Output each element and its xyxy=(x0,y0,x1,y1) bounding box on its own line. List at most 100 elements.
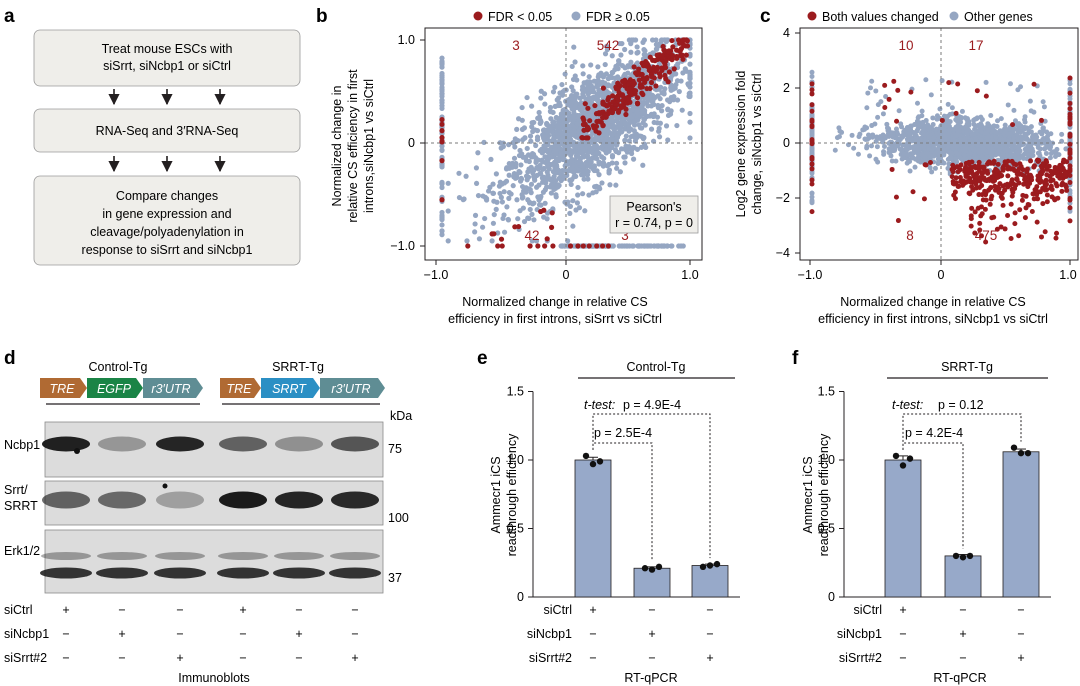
point-fdr-sig xyxy=(596,111,602,117)
point-fdr-ns xyxy=(687,110,693,117)
point-other xyxy=(864,143,870,149)
band-erk-lower xyxy=(329,567,381,579)
point-fdr-sig xyxy=(512,224,518,230)
point-both-changed xyxy=(981,175,987,181)
point-fdr-ns xyxy=(641,134,647,141)
point-other xyxy=(941,150,947,156)
point-fdr-sig xyxy=(653,83,659,89)
point-fdr-sig xyxy=(665,79,671,85)
point-fdr-ns xyxy=(623,133,629,139)
point-fdr-ns xyxy=(567,210,573,217)
point-fdr-ns xyxy=(550,89,557,95)
count-c-lower-left: 8 xyxy=(906,228,914,243)
point-other xyxy=(893,158,899,164)
point-fdr-ns xyxy=(622,126,628,132)
point-other xyxy=(947,156,953,162)
point-other xyxy=(881,144,887,150)
c-ytick-0: 0 xyxy=(783,136,790,150)
point-fdr-ns xyxy=(587,157,593,164)
point-other xyxy=(952,138,958,144)
point-both-changed xyxy=(989,193,995,199)
legend-marker-both-changed xyxy=(807,11,817,21)
point-fdr-ns xyxy=(674,122,680,129)
c-ytick-neg4: −4 xyxy=(776,246,790,260)
point-both-changed xyxy=(1067,173,1073,179)
point-fdr-sig xyxy=(439,138,445,145)
point-both-changed xyxy=(1028,158,1034,164)
point-fdr-ns xyxy=(615,150,622,156)
point-both-changed xyxy=(809,124,815,130)
point-fdr-sig xyxy=(499,243,505,249)
point-other xyxy=(1027,98,1033,104)
point-both-changed xyxy=(1053,181,1059,187)
point-fdr-ns xyxy=(568,181,574,188)
point-fdr-ns xyxy=(659,108,665,114)
point-fdr-sig xyxy=(677,48,683,54)
point-fdr-sig xyxy=(659,65,665,71)
point-fdr-ns xyxy=(439,180,445,186)
b-xtick-0: 0 xyxy=(563,268,570,282)
band-ncbp1 xyxy=(275,436,323,452)
point-fdr-ns xyxy=(618,52,624,58)
point-fdr-sig xyxy=(605,243,612,249)
flow-step-2-box xyxy=(33,108,301,153)
point-fdr-sig xyxy=(684,43,691,49)
point-both-changed xyxy=(985,170,991,176)
point-other xyxy=(920,122,926,128)
count-c-upper-right: 17 xyxy=(968,38,983,53)
point-fdr-ns xyxy=(506,165,512,171)
point-fdr-ns xyxy=(629,37,635,43)
point-fdr-ns xyxy=(676,88,682,95)
point-fdr-sig xyxy=(632,88,639,94)
point-fdr-ns xyxy=(560,156,566,163)
point-both-changed xyxy=(1054,230,1060,236)
point-both-changed xyxy=(1063,171,1069,177)
point-both-changed xyxy=(1034,219,1040,225)
point-fdr-sig xyxy=(683,52,689,58)
point-other xyxy=(913,156,919,162)
stats-box xyxy=(609,195,699,234)
point-both-changed xyxy=(974,88,980,94)
point-other xyxy=(905,138,911,144)
point-both-changed xyxy=(809,81,815,87)
point-fdr-ns xyxy=(544,121,550,127)
plot-frame-c xyxy=(799,27,1079,261)
point-other xyxy=(976,150,982,156)
point-fdr-sig xyxy=(439,116,445,123)
point-other xyxy=(909,153,915,159)
y-tick-label: 1.0 xyxy=(507,453,524,467)
point-fdr-ns xyxy=(490,220,497,226)
bar xyxy=(944,555,982,598)
point-both-changed xyxy=(1040,201,1046,207)
point-both-changed xyxy=(1057,162,1063,168)
y-tick-label: 0 xyxy=(517,590,524,604)
point-fdr-ns xyxy=(527,200,533,206)
point-other xyxy=(1028,129,1034,135)
replicate-point xyxy=(648,566,656,573)
construct-egfp-label: EGFP xyxy=(97,382,132,396)
point-fdr-ns xyxy=(633,37,639,43)
point-fdr-sig xyxy=(579,135,585,141)
point-fdr-sig xyxy=(538,208,544,215)
point-fdr-ns xyxy=(525,169,531,175)
point-fdr-sig xyxy=(647,66,653,72)
point-fdr-ns xyxy=(600,93,607,99)
point-other xyxy=(985,143,991,149)
point-both-changed xyxy=(1044,199,1050,205)
point-fdr-sig xyxy=(683,37,689,43)
point-fdr-ns xyxy=(650,97,656,104)
condition-mark: + xyxy=(1017,651,1024,665)
c-ytick-2: 2 xyxy=(783,81,790,95)
point-fdr-ns xyxy=(635,243,641,249)
point-other xyxy=(1028,124,1034,130)
point-fdr-ns xyxy=(629,243,635,249)
point-other xyxy=(1023,136,1029,142)
point-other xyxy=(956,151,962,157)
point-other xyxy=(934,138,940,144)
point-fdr-ns xyxy=(614,134,621,141)
point-other xyxy=(930,115,936,121)
point-fdr-sig xyxy=(548,224,555,230)
point-fdr-ns xyxy=(476,236,483,242)
point-fdr-ns xyxy=(519,104,525,111)
point-fdr-ns xyxy=(660,243,667,249)
